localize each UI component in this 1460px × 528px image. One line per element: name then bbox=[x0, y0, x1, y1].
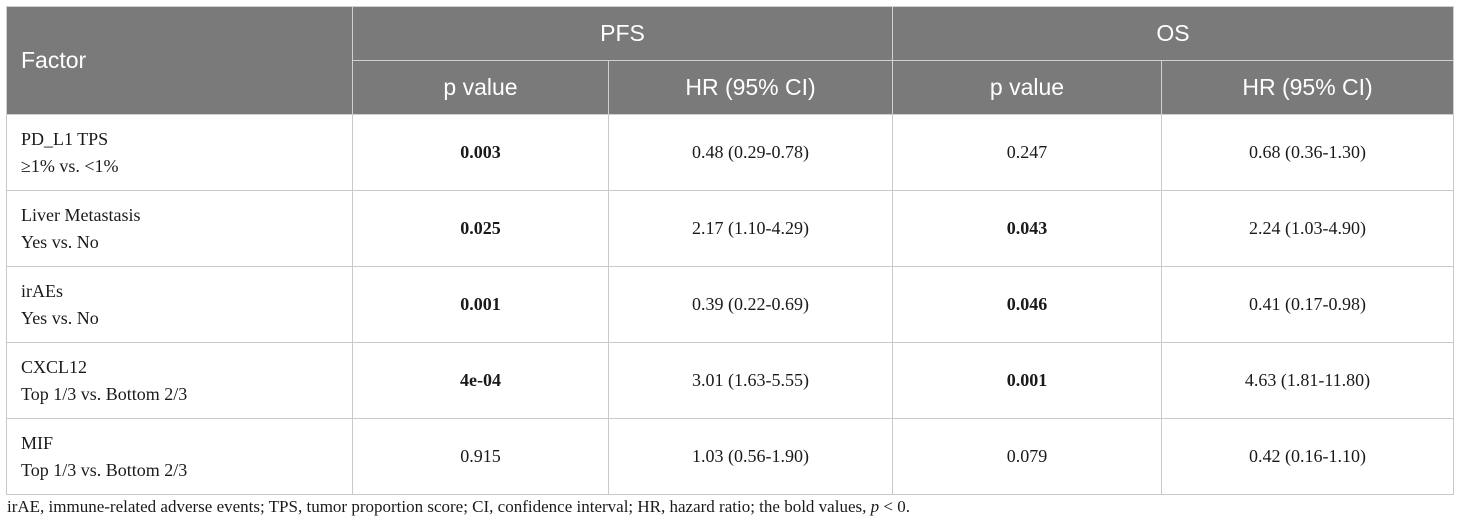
factor-comparison: Yes vs. No bbox=[21, 307, 99, 328]
pfs-hr-cell: 2.17 (1.10-4.29) bbox=[607, 190, 894, 267]
factor-cell: Liver Metastasis Yes vs. No bbox=[6, 190, 353, 267]
header-group-os: OS bbox=[892, 6, 1455, 61]
os-p-value-cell: 0.247 bbox=[892, 114, 1163, 191]
factor-comparison: ≥1% vs. <1% bbox=[21, 155, 119, 176]
os-p-value-cell: 0.046 bbox=[892, 266, 1163, 343]
pfs-hr-cell: 0.39 (0.22-0.69) bbox=[607, 266, 894, 343]
os-hr-cell: 0.68 (0.36-1.30) bbox=[1161, 114, 1455, 191]
table-body: PD_L1 TPS ≥1% vs. <1% 0.003 0.48 (0.29-0.78… bbox=[6, 114, 1455, 495]
factor-cell: PD_L1 TPS ≥1% vs. <1% bbox=[6, 114, 353, 191]
os-hr-cell: 4.63 (1.81-11.80) bbox=[1161, 342, 1455, 419]
table-row: CXCL12 Top 1/3 vs. Bottom 2/3 4e-04 3.01 (1… bbox=[6, 342, 1455, 419]
factor-comparison: Top 1/3 vs. Bottom 2/3 bbox=[21, 383, 188, 404]
header-row-groups: Factor PFS OS bbox=[6, 6, 1455, 115]
header-pfs-hr: HR (95% CI) bbox=[607, 60, 894, 115]
header-os-hr: HR (95% CI) bbox=[1161, 60, 1455, 115]
results-table: Factor PFS OS p value HR (95% CI) p valu… bbox=[6, 6, 1455, 495]
os-p-value-cell: 0.001 bbox=[892, 342, 1163, 419]
factor-name: PD_L1 TPS bbox=[21, 128, 109, 149]
pfs-p-value-cell: 0.915 bbox=[352, 418, 609, 495]
pfs-p-value-cell: 4e-04 bbox=[352, 342, 609, 419]
pfs-p-value-cell: 0.001 bbox=[352, 266, 609, 343]
table-row: irAEs Yes vs. No 0.001 0.39 (0.22-0.69) 0.04… bbox=[6, 266, 1455, 343]
table-row: PD_L1 TPS ≥1% vs. <1% 0.003 0.48 (0.29-0.78… bbox=[6, 114, 1455, 191]
factor-name: CXCL12 bbox=[21, 356, 88, 377]
footnote-tail: < 0. bbox=[879, 497, 910, 516]
pfs-hr-cell: 0.48 (0.29-0.78) bbox=[607, 114, 894, 191]
header-os-p-value: p value bbox=[892, 60, 1163, 115]
factor-comparison: Top 1/3 vs. Bottom 2/3 bbox=[21, 459, 188, 480]
pfs-p-value-cell: 0.025 bbox=[352, 190, 609, 267]
table-row: MIF Top 1/3 vs. Bottom 2/3 0.915 1.03 (0.56… bbox=[6, 418, 1455, 495]
header-group-pfs: PFS bbox=[351, 6, 894, 61]
table-header: Factor PFS OS p value HR (95% CI) p valu… bbox=[6, 6, 1455, 115]
factor-cell: MIF Top 1/3 vs. Bottom 2/3 bbox=[6, 418, 353, 495]
os-hr-cell: 0.41 (0.17-0.98) bbox=[1161, 266, 1455, 343]
factor-name: irAEs bbox=[21, 280, 63, 301]
pfs-p-value-cell: 0.003 bbox=[352, 114, 609, 191]
os-hr-cell: 2.24 (1.03-4.90) bbox=[1161, 190, 1455, 267]
table-footnote: irAE, immune-related adverse events; TPS… bbox=[7, 497, 910, 517]
table-row: Liver Metastasis Yes vs. No 0.025 2.17 (1.1… bbox=[6, 190, 1455, 267]
header-factor: Factor bbox=[6, 6, 353, 115]
factor-name: Liver Metastasis bbox=[21, 204, 141, 225]
pfs-hr-cell: 3.01 (1.63-5.55) bbox=[607, 342, 894, 419]
footnote-p-symbol: p bbox=[870, 497, 880, 516]
header-row-sub: p value HR (95% CI) p value HR (95% CI) bbox=[7, 60, 1455, 115]
header-pfs-p-value: p value bbox=[352, 60, 609, 115]
factor-cell: irAEs Yes vs. No bbox=[6, 266, 353, 343]
pfs-hr-cell: 1.03 (0.56-1.90) bbox=[607, 418, 894, 495]
os-p-value-cell: 0.079 bbox=[892, 418, 1163, 495]
factor-name: MIF bbox=[21, 432, 54, 453]
os-hr-cell: 0.42 (0.16-1.10) bbox=[1161, 418, 1455, 495]
footnote-text: irAE, immune-related adverse events; TPS… bbox=[7, 497, 871, 516]
factor-cell: CXCL12 Top 1/3 vs. Bottom 2/3 bbox=[6, 342, 353, 419]
os-p-value-cell: 0.043 bbox=[892, 190, 1163, 267]
results-table-container: Factor PFS OS p value HR (95% CI) p valu… bbox=[6, 6, 1455, 495]
factor-comparison: Yes vs. No bbox=[21, 231, 99, 252]
